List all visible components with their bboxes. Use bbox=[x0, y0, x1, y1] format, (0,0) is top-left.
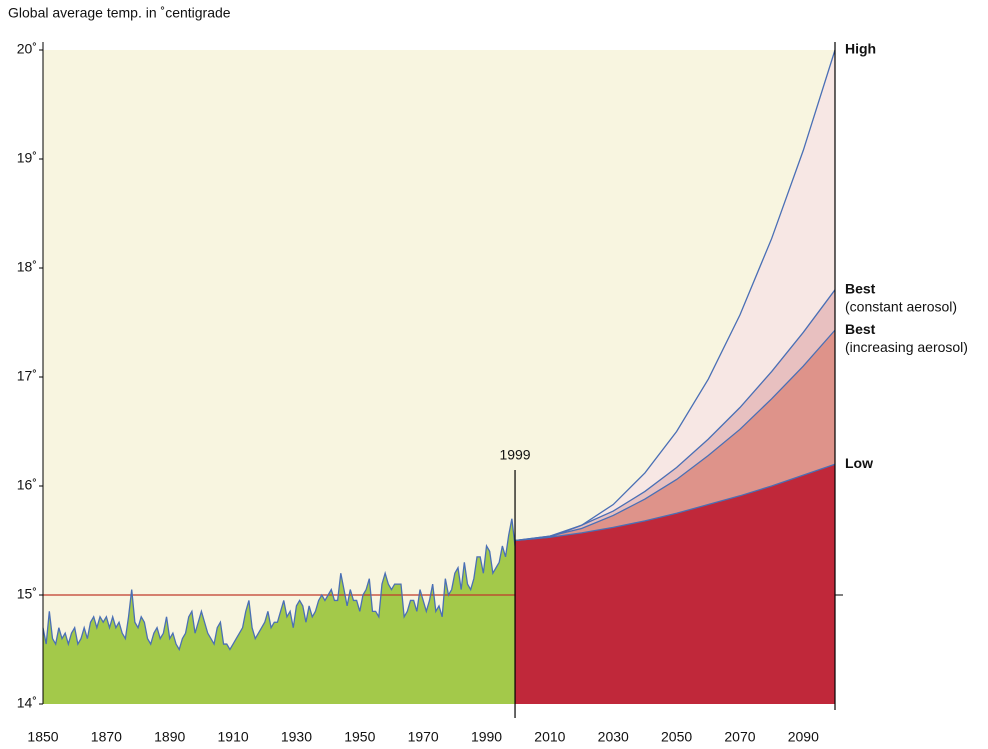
y-tick-label: 19˚ bbox=[17, 150, 37, 166]
x-tick-label: 1970 bbox=[408, 729, 439, 745]
line bbox=[42, 518, 516, 652]
series-label: Low bbox=[845, 455, 873, 471]
series-label: Best bbox=[845, 281, 876, 297]
area bbox=[515, 464, 835, 704]
x-tick-label: 1890 bbox=[154, 729, 185, 745]
y-tick-label: 17˚ bbox=[17, 368, 37, 384]
y-tick-label: 14˚ bbox=[17, 695, 37, 711]
series-label: Best bbox=[845, 321, 876, 337]
x-tick-label: 1990 bbox=[471, 729, 502, 745]
y-tick-label: 15˚ bbox=[17, 586, 37, 602]
x-tick-label: 1910 bbox=[218, 729, 249, 745]
x-tick-label: 1950 bbox=[344, 729, 375, 745]
line bbox=[514, 329, 836, 542]
x-tick-label: 2070 bbox=[724, 729, 755, 745]
area bbox=[43, 518, 516, 704]
y-tick-label: 18˚ bbox=[17, 259, 37, 275]
series-note: (increasing aerosol) bbox=[845, 339, 968, 355]
line bbox=[514, 289, 836, 542]
x-tick-label: 2010 bbox=[534, 729, 565, 745]
x-tick-label: 1870 bbox=[91, 729, 122, 745]
x-tick-label: 2090 bbox=[788, 729, 819, 745]
x-tick-label: 2030 bbox=[598, 729, 629, 745]
series-label: High bbox=[845, 41, 876, 57]
x-tick-label: 1930 bbox=[281, 729, 312, 745]
y-tick-label: 16˚ bbox=[17, 477, 37, 493]
x-tick-label: 1850 bbox=[27, 729, 58, 745]
series-note: (constant aerosol) bbox=[845, 299, 957, 315]
chart-title: Global average temp. in ˚centigrade bbox=[8, 5, 231, 21]
x-tick-label: 2050 bbox=[661, 729, 692, 745]
annotation: 1999 bbox=[499, 447, 530, 463]
line bbox=[514, 463, 836, 542]
y-tick-label: 20˚ bbox=[17, 41, 37, 57]
